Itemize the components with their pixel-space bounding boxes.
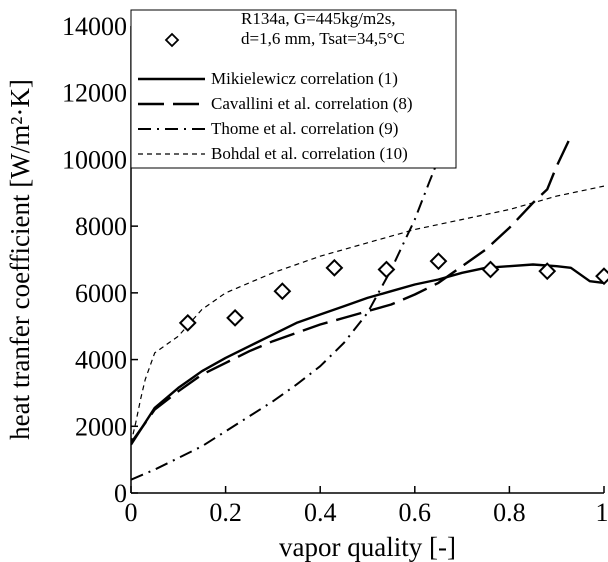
experimental-point (325, 258, 344, 277)
x-tick-label: 0.6 (399, 498, 432, 527)
legend-entry-label: Cavallini et al. correlation (8) (211, 94, 413, 113)
legend-diamond-marker (164, 32, 180, 48)
y-tick-label: 8000 (75, 212, 127, 241)
x-tick-label: 0.8 (493, 498, 526, 527)
legend-condition-text: R134a, G=445kg/m2s, (241, 9, 396, 28)
x-tick-label: 0.2 (209, 498, 242, 527)
y-tick-label: 10000 (62, 145, 127, 174)
series-layer (131, 135, 604, 481)
x-tick-label: 0 (125, 498, 138, 527)
legend-entry-label: Thome et al. correlation (9) (211, 119, 398, 138)
experimental-point (595, 267, 608, 286)
y-axis-title: heat tranfer coefficient [W/m²·K] (5, 79, 35, 440)
experimental-point (226, 308, 244, 327)
series-line-3 (131, 159, 440, 481)
series-line-4 (131, 185, 604, 444)
experimental-point (481, 260, 500, 279)
y-tick-label: 4000 (75, 346, 127, 375)
legend-entry-label: Mikielewicz correlation (1) (211, 69, 398, 88)
y-tick-label: 2000 (75, 412, 127, 441)
experimental-point (377, 260, 396, 279)
y-tick-label: 6000 (75, 279, 127, 308)
y-tick-label: 12000 (62, 79, 127, 108)
x-tick-label: 0.4 (304, 498, 337, 527)
legend-box (130, 9, 457, 169)
experimental-point (178, 313, 197, 332)
series-line-2 (131, 135, 572, 444)
series-line-1 (131, 263, 604, 446)
x-tick-label: 1 (596, 498, 608, 527)
y-tick-label: 0 (114, 479, 127, 508)
experimental-point (538, 262, 557, 281)
experimental-markers (178, 252, 608, 332)
experimental-point (273, 282, 292, 301)
y-tick-label: 14000 (62, 12, 127, 41)
legend: R134a, G=445kg/m2s,d=1,6 mm, Tsat=34,5°C… (130, 9, 457, 169)
legend-condition-text: d=1,6 mm, Tsat=34,5°C (241, 29, 405, 48)
axes: 0 2000 4000 6000 8000 10000 12000 14000 0 0.2 0.4 0… (62, 12, 608, 527)
legend-entry-label: Bohdal et al. correlation (10) (211, 144, 408, 163)
experimental-point (429, 252, 448, 271)
x-axis-title: vapor quality [-] (279, 532, 456, 562)
